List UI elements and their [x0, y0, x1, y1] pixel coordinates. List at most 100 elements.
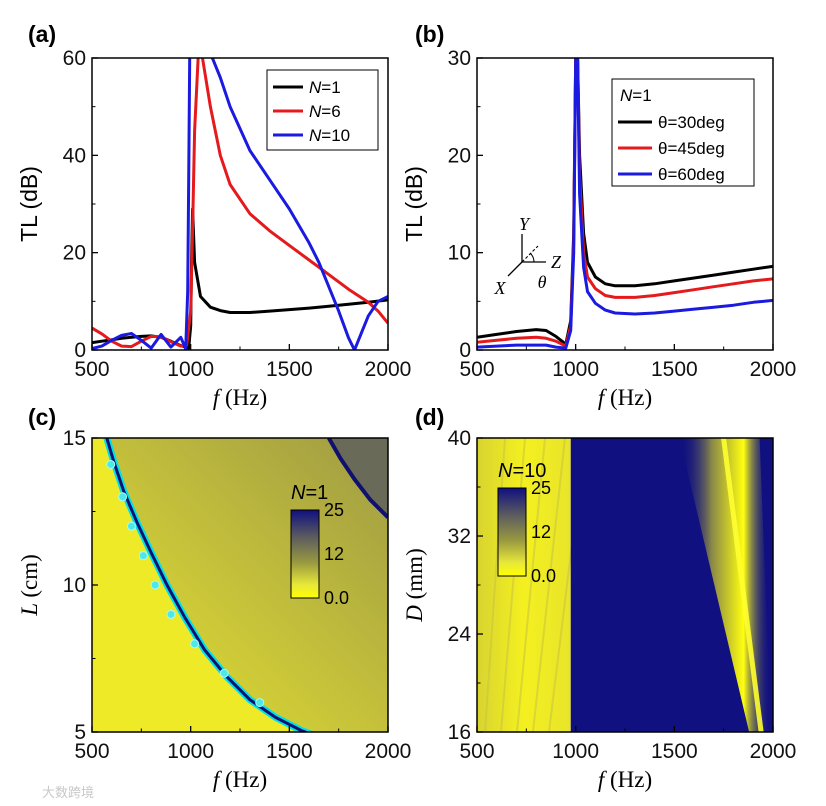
inset-x-axis: [507, 261, 523, 277]
upper-band-curve: [327, 438, 388, 519]
colorbar-tick-label: 12: [324, 544, 344, 564]
series-line: [92, 58, 388, 350]
streak: [516, 438, 546, 732]
marker-point: [150, 580, 160, 590]
x-tick-label: 500: [459, 358, 494, 381]
colorbar: [290, 509, 320, 599]
marker-point: [138, 551, 148, 561]
panel-label: (a): [28, 21, 56, 47]
legend-label: N=10: [309, 126, 350, 145]
x-tick-label: 1500: [266, 358, 313, 381]
panel-label: (d): [415, 404, 444, 430]
legend-title: N=1: [620, 86, 652, 105]
series-line: [92, 58, 388, 349]
plot-area: [477, 58, 773, 350]
x-tick-label: 2000: [750, 358, 797, 381]
legend-label: θ=45deg: [658, 139, 725, 158]
colorbar-tick-label: 12: [531, 522, 551, 542]
marker-point: [190, 639, 200, 649]
x-tick-label: 1000: [552, 740, 599, 763]
x-tick-label: 1500: [266, 740, 313, 763]
y-tick-label: 0: [74, 339, 86, 362]
y-axis-label: D (mm): [402, 548, 427, 622]
marker-point: [255, 698, 265, 708]
y-tick-label: 16: [448, 721, 471, 744]
low-tl-region: [92, 438, 306, 732]
colorbar-title: N=1: [291, 482, 328, 504]
inset-theta-label: θ: [538, 272, 547, 292]
colorbar-title: N=10: [498, 460, 546, 482]
watermark-text: 大数跨境: [42, 786, 94, 801]
colorbar-tick-label: 25: [324, 500, 344, 520]
x-tick-label: 1000: [552, 358, 599, 381]
colorbar-tick-label: 0.0: [324, 588, 349, 608]
y-axis-label: TL (dB): [401, 166, 427, 242]
x-tick-label: 2000: [750, 740, 797, 763]
panel-label: (b): [415, 21, 444, 47]
series-line: [477, 58, 773, 350]
x-tick-label: 1500: [651, 358, 698, 381]
panel-c: (c) 500 1000 1500 2000 5 10 15 f (Hz) L (cm) N=125…: [17, 404, 411, 792]
upper-region: [328, 438, 388, 518]
marker-point: [118, 492, 128, 502]
dip-band: [679, 438, 772, 732]
marker-point: [106, 459, 116, 469]
resonance-curve: [105, 438, 310, 732]
panel-d: (d) 500 1000 1500 2000 16 24 32 40 f (Hz) D (mm) N=…: [402, 404, 796, 792]
y-tick-label: 20: [63, 242, 86, 265]
plot-area: [92, 58, 388, 350]
x-tick-label: 1000: [167, 740, 214, 763]
x-tick-label: 2000: [365, 358, 412, 381]
y-tick-label: 40: [448, 427, 471, 450]
legend-label: θ=30deg: [658, 113, 725, 132]
inset-x-label: X: [494, 278, 507, 298]
panel-label: (c): [28, 404, 56, 430]
y-tick-label: 10: [448, 242, 471, 265]
dip-band-core: [721, 438, 764, 732]
legend-label: N=1: [309, 78, 341, 97]
y-tick-label: 24: [448, 623, 472, 646]
y-tick-label: 5: [74, 721, 86, 744]
streak: [484, 438, 506, 732]
inset-z-label: Z: [551, 252, 562, 272]
marker-point: [166, 609, 176, 619]
y-tick-label: 60: [63, 47, 86, 70]
inset-incidence: [521, 245, 539, 263]
marker-point: [219, 668, 229, 678]
y-tick-label: 15: [63, 427, 86, 450]
x-axis-label: f (Hz): [598, 385, 652, 410]
colorbar-tick-label: 25: [531, 478, 551, 498]
x-tick-label: 500: [74, 740, 109, 763]
x-tick-label: 500: [459, 740, 494, 763]
streak: [500, 438, 526, 732]
streak: [532, 438, 566, 732]
y-axis-label: L (cm): [17, 554, 42, 617]
x-axis-label: f (Hz): [213, 385, 267, 410]
inset-angle-arc: [530, 253, 535, 263]
x-tick-label: 1000: [167, 358, 214, 381]
legend-label: θ=60deg: [658, 165, 725, 184]
plot-area: [92, 438, 388, 732]
colorbar: [497, 487, 527, 577]
x-axis-label: f (Hz): [213, 767, 267, 792]
low-tl-region: [477, 438, 571, 732]
panel-b: (b) 500 1000 1500 2000 0 10 20 30 f (Hz) TL (dB) N=…: [401, 21, 796, 410]
x-tick-label: 500: [74, 358, 109, 381]
x-tick-label: 1500: [651, 740, 698, 763]
x-tick-label: 2000: [365, 740, 412, 763]
legend-label: N=6: [309, 102, 341, 121]
y-axis-label: TL (dB): [16, 166, 42, 242]
colorbar-tick-label: 0.0: [531, 566, 556, 586]
marker-point: [126, 521, 136, 531]
y-tick-label: 0: [459, 339, 471, 362]
y-tick-label: 40: [63, 144, 86, 167]
plot-area: [477, 438, 773, 732]
panel-a: (a) 500 1000 1500 2000 0 20 40 60 f (Hz) TL (dB) N=…: [16, 21, 411, 410]
y-tick-label: 30: [448, 47, 471, 70]
y-tick-label: 20: [448, 144, 471, 167]
y-tick-label: 32: [448, 525, 471, 548]
legend-box: [611, 78, 755, 187]
x-axis-label: f (Hz): [598, 767, 652, 792]
y-tick-label: 10: [63, 574, 86, 597]
